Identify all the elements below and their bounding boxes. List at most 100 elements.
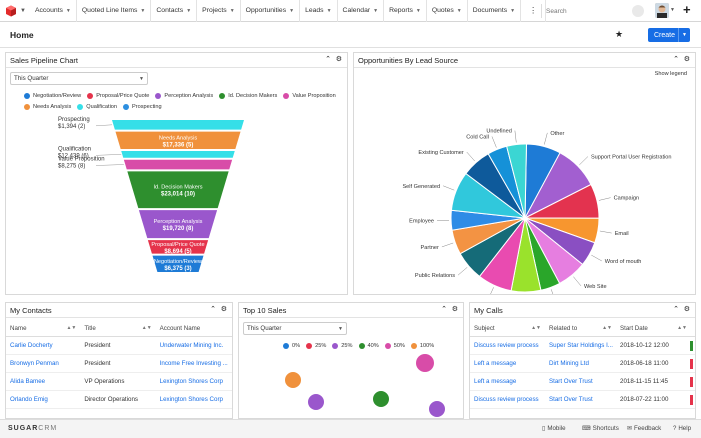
funnel-segment[interactable] bbox=[123, 159, 233, 170]
create-chevron-down-icon[interactable]: ▼ bbox=[678, 28, 690, 42]
mobile-link[interactable]: ▯ Mobile bbox=[542, 425, 566, 432]
call-subject-link[interactable]: Left a message bbox=[474, 360, 517, 367]
search-input[interactable] bbox=[546, 7, 626, 15]
funnel-segment[interactable] bbox=[152, 255, 204, 272]
user-menu-chevron-icon[interactable]: ▼ bbox=[670, 7, 675, 13]
related-to-link[interactable]: Super Star Holdings I... bbox=[549, 342, 613, 349]
sales-bubble[interactable] bbox=[373, 391, 389, 407]
account-name-link[interactable]: Lexington Shores Corp bbox=[159, 378, 223, 385]
contact-name-link[interactable]: Alida Bamee bbox=[10, 378, 46, 385]
nav-documents[interactable]: Documents ▼ bbox=[468, 0, 522, 22]
column-header-subject[interactable]: Subject ▲▼ bbox=[474, 325, 541, 332]
legend-item[interactable]: 0% bbox=[283, 340, 300, 351]
nav-chevron-down-icon[interactable]: ▼ bbox=[373, 7, 379, 14]
nav-contacts[interactable]: Contacts ▼ bbox=[151, 0, 198, 22]
table-row[interactable]: Alida Bamee VP Operations Lexington Shores… bbox=[6, 373, 232, 391]
feedback-link[interactable]: ✉ Feedback bbox=[627, 425, 662, 432]
funnel-segment[interactable] bbox=[112, 120, 244, 130]
nav-chevron-down-icon[interactable]: ▼ bbox=[140, 7, 146, 14]
account-name-link[interactable]: Lexington Shores Corp bbox=[159, 396, 223, 403]
nav-chevron-down-icon[interactable]: ▼ bbox=[289, 7, 295, 14]
nav-projects[interactable]: Projects ▼ bbox=[197, 0, 241, 22]
quick-create-plus-icon[interactable]: + bbox=[683, 2, 691, 17]
sugar-cube-logo-icon[interactable] bbox=[0, 0, 22, 22]
legend-item[interactable]: 25% bbox=[332, 340, 353, 351]
collapse-chevron-up-icon[interactable]: ⌃ bbox=[441, 306, 447, 313]
user-avatar[interactable] bbox=[655, 3, 669, 18]
table-row[interactable]: Discuss review process Super Star Holding… bbox=[470, 337, 695, 355]
legend-item[interactable]: Id. Decision Makers bbox=[219, 90, 277, 101]
shortcuts-link[interactable]: ⌨ Shortcuts bbox=[582, 425, 619, 432]
help-link[interactable]: ? Help bbox=[673, 425, 692, 432]
nav-quoted-line-items[interactable]: Quoted Line Items ▼ bbox=[77, 0, 152, 22]
funnel-segment[interactable] bbox=[115, 131, 241, 149]
table-row[interactable]: Discuss review process Start Over Trust 20… bbox=[470, 391, 695, 409]
funnel-segment[interactable] bbox=[138, 210, 218, 239]
column-header-start-date[interactable]: Start Date ▲▼ bbox=[620, 325, 687, 332]
nav-quotes[interactable]: Quotes ▼ bbox=[427, 0, 468, 22]
collapse-chevron-up-icon[interactable]: ⌃ bbox=[325, 56, 331, 63]
funnel-segment[interactable] bbox=[121, 150, 235, 158]
nav-chevron-down-icon[interactable]: ▼ bbox=[456, 7, 462, 14]
global-search[interactable] bbox=[541, 4, 629, 18]
column-header-account[interactable]: Account Name bbox=[159, 325, 201, 332]
related-to-link[interactable]: Start Over Trust bbox=[549, 396, 593, 403]
legend-item[interactable]: Proposal/Price Quote bbox=[87, 90, 149, 101]
pie-slice[interactable] bbox=[506, 143, 527, 219]
nav-chevron-down-icon[interactable]: ▼ bbox=[186, 7, 192, 14]
sales-bubble[interactable] bbox=[429, 401, 445, 417]
nav-chevron-down-icon[interactable]: ▼ bbox=[326, 7, 332, 14]
legend-item[interactable]: Perception Analysis bbox=[155, 90, 213, 101]
table-row[interactable]: Carlie Docherty President Underwater Minin… bbox=[6, 337, 232, 355]
account-name-link[interactable]: Underwater Mining Inc. bbox=[159, 342, 224, 349]
collapse-chevron-up-icon[interactable]: ⌃ bbox=[673, 306, 679, 313]
logo-chevron-down-icon[interactable]: ▼ bbox=[20, 7, 26, 14]
show-legend-toggle[interactable]: Show legend bbox=[654, 71, 687, 77]
legend-item[interactable]: 50% bbox=[384, 340, 405, 351]
notifications-icon[interactable] bbox=[632, 5, 644, 17]
nav-accounts[interactable]: Accounts ▼ bbox=[30, 0, 77, 22]
nav-calendar[interactable]: Calendar ▼ bbox=[338, 0, 385, 22]
dashlet-settings-gear-icon[interactable]: ⚙ bbox=[683, 56, 690, 63]
create-button[interactable]: Create ▼ bbox=[648, 28, 690, 42]
legend-item[interactable]: Needs Analysis bbox=[24, 101, 71, 112]
nav-leads[interactable]: Leads ▼ bbox=[300, 0, 338, 22]
call-subject-link[interactable]: Discuss review process bbox=[474, 396, 539, 403]
contact-name-link[interactable]: Orlando Emig bbox=[10, 396, 48, 403]
dashlet-settings-gear-icon[interactable]: ⚙ bbox=[451, 306, 458, 313]
legend-item[interactable]: 25% bbox=[306, 340, 326, 351]
collapse-chevron-up-icon[interactable]: ⌃ bbox=[673, 56, 679, 63]
call-subject-link[interactable]: Left a message bbox=[474, 378, 517, 385]
funnel-segment[interactable] bbox=[127, 171, 229, 209]
funnel-segment[interactable] bbox=[147, 240, 209, 254]
sales-bubble[interactable] bbox=[308, 394, 324, 410]
nav-chevron-down-icon[interactable]: ▼ bbox=[510, 7, 516, 14]
contact-name-link[interactable]: Carlie Docherty bbox=[10, 342, 53, 349]
sales-bubble[interactable] bbox=[416, 354, 434, 372]
nav-opportunities[interactable]: Opportunities ▼ bbox=[241, 0, 301, 22]
sales-bubble[interactable] bbox=[285, 372, 301, 388]
related-to-link[interactable]: Start Over Trust bbox=[549, 378, 593, 385]
pipeline-period-select[interactable]: This Quarter ▼ bbox=[10, 72, 148, 85]
nav-reports[interactable]: Reports ▼ bbox=[384, 0, 427, 22]
account-name-link[interactable]: Income Free Investing ... bbox=[159, 360, 228, 367]
column-header-related[interactable]: Related to ▲▼ bbox=[549, 325, 612, 332]
legend-item[interactable]: 100% bbox=[410, 340, 434, 351]
legend-item[interactable]: Qualification bbox=[77, 101, 117, 112]
related-to-link[interactable]: Dirt Mining Ltd bbox=[549, 360, 589, 367]
call-subject-link[interactable]: Discuss review process bbox=[474, 342, 539, 349]
collapse-chevron-up-icon[interactable]: ⌃ bbox=[210, 306, 216, 313]
table-row[interactable]: Left a message Start Over Trust 2018-11-15… bbox=[470, 373, 695, 391]
table-row[interactable]: Orlando Emig Director Operations Lexington… bbox=[6, 391, 232, 409]
dashlet-settings-gear-icon[interactable]: ⚙ bbox=[220, 306, 227, 313]
contact-name-link[interactable]: Bronwyn Penman bbox=[10, 360, 59, 367]
dashlet-settings-gear-icon[interactable]: ⚙ bbox=[335, 56, 342, 63]
table-row[interactable]: Bronwyn Penman President Income Free Inves… bbox=[6, 355, 232, 373]
column-header-title[interactable]: Title ▲▼ bbox=[84, 325, 152, 332]
top-sales-period-select[interactable]: This Quarter ▼ bbox=[243, 322, 347, 335]
legend-item[interactable]: Value Proposition bbox=[283, 90, 336, 101]
table-row[interactable]: Left a message Dirt Mining Ltd 2018-06-18 … bbox=[470, 355, 695, 373]
legend-item[interactable]: 40% bbox=[358, 340, 379, 351]
nav-chevron-down-icon[interactable]: ▼ bbox=[415, 7, 421, 14]
column-header-name[interactable]: Name ▲▼ bbox=[10, 325, 77, 332]
